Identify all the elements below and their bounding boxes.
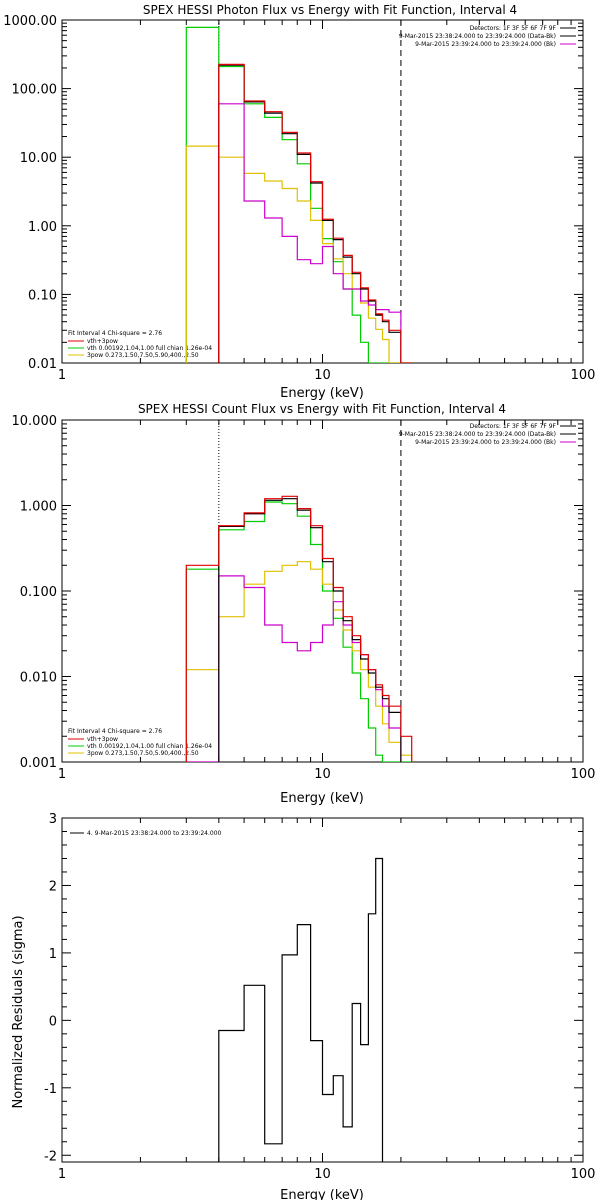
detectors-text: Detectors: 1F 3F 5F 6F 7F 9F (470, 25, 557, 32)
photon-flux-panel: SPEX HESSI Photon Flux vs Energy with Fi… (3, 3, 595, 401)
series-black-line (218, 64, 402, 363)
x-tick-label: 100 (571, 767, 596, 782)
legend-entry-red: vth+3pow (87, 736, 118, 743)
y-tick-label: -1 (44, 1082, 57, 1097)
x-tick-label: 10 (314, 767, 331, 782)
series-magenta-line (185, 575, 402, 762)
y-tick-label: 2 (49, 879, 57, 894)
legend-entry-yellow: 3pow 0.273,1.50,7.50,5.90,400.,2.50 (87, 352, 199, 359)
y-tick-label: 0.100 (20, 585, 57, 600)
y-tick-label: 0.01 (28, 357, 57, 372)
series-red-line (185, 495, 413, 762)
photon-flux-xlabel: Energy (keV) (280, 386, 364, 401)
legend-title: Fit Interval 4 Chi-square = 2.76 (68, 728, 162, 735)
data-interval-text: 9-Mar-2015 23:38:24.000 to 23:39:24.000 … (399, 33, 556, 40)
data-interval-text: 9-Mar-2015 23:38:24.000 to 23:39:24.000 … (399, 431, 556, 438)
y-tick-label: 0.010 (20, 671, 57, 686)
y-tick-label: 100.00 (12, 83, 58, 98)
legend-entry-yellow: 3pow 0.273,1.50,7.50,5.90,400.,2.50 (87, 750, 199, 757)
y-tick-label: 1 (49, 947, 57, 962)
count-flux-panel: SPEX HESSI Count Flux vs Energy with Fit… (12, 402, 596, 806)
x-tick-label: 100 (571, 368, 596, 383)
y-tick-label: 1000.00 (3, 14, 57, 29)
residuals-xlabel: Energy (keV) (280, 1188, 364, 1200)
axes-frame (61, 817, 584, 1163)
residuals-panel: Energy (keV) Normalized Residuals (sigma… (11, 812, 595, 1200)
x-tick-label: 1 (58, 1167, 66, 1182)
legend-entry-red: vth+3pow (87, 338, 118, 345)
series-red-line (218, 63, 413, 363)
photon-flux-legend: Fit Interval 4 Chi-square = 2.76 vth+3po… (68, 330, 212, 359)
y-tick-label: 0.10 (28, 288, 57, 303)
y-tick-label: -2 (44, 1149, 57, 1164)
x-tick-label: 10 (314, 368, 331, 383)
series-magenta-line (218, 103, 402, 363)
residuals-ylabel: Normalized Residuals (sigma) (11, 915, 26, 1108)
series-residuals-line (218, 857, 384, 1162)
series-green-line (185, 26, 413, 363)
series-group (218, 857, 384, 1162)
series-group (185, 420, 413, 762)
x-tick-label: 100 (571, 1167, 596, 1182)
background-interval-text: 9-Mar-2015 23:39:24.000 to 23:39:24.000 … (415, 439, 556, 446)
y-tick-label: 3 (49, 812, 57, 827)
count-flux-legend: Fit Interval 4 Chi-square = 2.76 vth+3po… (68, 728, 212, 757)
series-group (185, 20, 413, 363)
count-flux-xlabel: Energy (keV) (280, 791, 364, 806)
y-tick-label: 0.001 (20, 756, 57, 771)
x-tick-label: 1 (58, 767, 66, 782)
legend-title: Fit Interval 4 Chi-square = 2.76 (68, 330, 162, 337)
residuals-legend: 4. 9-Mar-2015 23:38:24.000 to 23:39:24.0… (70, 830, 222, 837)
plot-area-0: 1 10 100 0.01 0.10 1.00 10.00 100.00 1000.00 (3, 14, 595, 383)
y-tick-label: 1.00 (28, 220, 57, 235)
count-flux-info: Detectors: 1F 3F 5F 6F 7F 9F 9-Mar-2015 … (399, 423, 576, 446)
series-yellow-line (185, 561, 413, 762)
detectors-text: Detectors: 1F 3F 5F 6F 7F 9F (470, 423, 557, 430)
y-tick-label: 0 (49, 1014, 57, 1029)
plot-area-2: 1 10 100 -2 -1 0 1 2 3 (44, 812, 595, 1182)
residuals-legend-entry: 4. 9-Mar-2015 23:38:24.000 to 23:39:24.0… (87, 830, 222, 837)
count-flux-title: SPEX HESSI Count Flux vs Energy with Fit… (138, 402, 506, 416)
y-tick-label: 1.000 (20, 500, 57, 515)
y-tick-label: 10.00 (20, 151, 57, 166)
y-tick-label: 10.000 (12, 414, 58, 429)
legend-entry-green: vth 0.00192,1.04,1.00 full chian 1.26e-0… (87, 743, 212, 750)
x-tick-label: 1 (58, 368, 66, 383)
legend-entry-green: vth 0.00192,1.04,1.00 full chian 1.26e-0… (87, 345, 212, 352)
background-interval-text: 9-Mar-2015 23:39:24.000 to 23:39:24.000 … (415, 41, 556, 48)
photon-flux-info: Detectors: 1F 3F 5F 6F 7F 9F 9-Mar-2015 … (399, 25, 576, 48)
x-tick-label: 10 (314, 1167, 331, 1182)
series-green-line (185, 501, 413, 762)
photon-flux-title: SPEX HESSI Photon Flux vs Energy with Fi… (143, 3, 517, 17)
series-yellow-line (185, 145, 413, 363)
series-black-line (218, 498, 402, 762)
plot-area-1: 1 10 100 0.001 0.010 0.100 1.000 10.000 (12, 414, 596, 782)
